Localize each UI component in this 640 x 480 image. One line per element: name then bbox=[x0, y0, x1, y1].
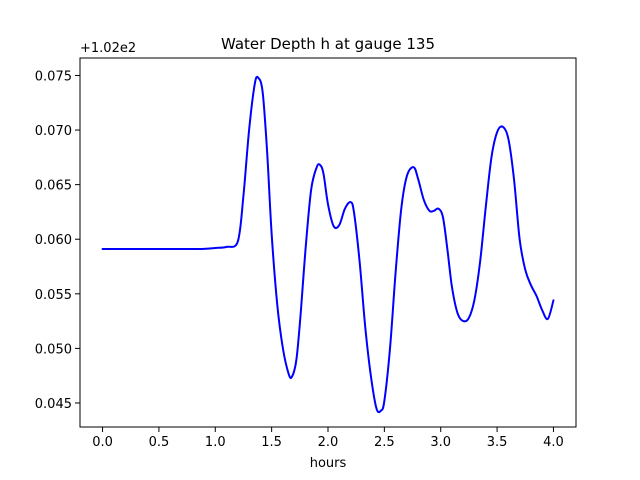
x-tick-label: 1.0 bbox=[205, 435, 226, 450]
plot-area: 0.0 0.5 1.0 1.5 2.0 2.5 3.0 3.5 4.0 0.0450.0500.… bbox=[35, 57, 577, 450]
series-layer bbox=[101, 75, 555, 414]
x-axis-label: hours bbox=[310, 456, 347, 471]
series-line-0 bbox=[101, 75, 555, 414]
x-tick-label: 1.5 bbox=[261, 435, 282, 450]
x-tick-label: 0.0 bbox=[92, 435, 113, 450]
x-tick-label: 3.0 bbox=[430, 435, 451, 450]
x-axis-ticks: 0.0 0.5 1.0 1.5 2.0 2.5 3.0 3.5 4.0 bbox=[92, 427, 564, 450]
y-axis-offset-label: +1.02e2 bbox=[80, 41, 136, 56]
y-axis-ticks: 0.045 0.050 0.055 0.060 0.065 0.070 0.075 bbox=[35, 69, 80, 412]
x-tick-label: 4.0 bbox=[543, 435, 564, 450]
y-tick-label: 0.045 bbox=[35, 397, 72, 412]
y-tick-label: 0.055 bbox=[35, 288, 72, 303]
y-tick-label: 0.065 bbox=[35, 179, 72, 194]
y-tick-label: 0.075 bbox=[35, 69, 72, 84]
x-tick-label: 0.5 bbox=[149, 435, 170, 450]
y-tick-label: 0.070 bbox=[35, 124, 72, 139]
y-tick-label: 0.060 bbox=[35, 233, 72, 248]
x-tick-label: 2.5 bbox=[374, 435, 395, 450]
x-tick-label: 3.5 bbox=[487, 435, 508, 450]
chart-title: Water Depth h at gauge 135 bbox=[221, 35, 435, 53]
y-tick-label: 0.050 bbox=[35, 342, 72, 357]
x-tick-label: 2.0 bbox=[318, 435, 339, 450]
